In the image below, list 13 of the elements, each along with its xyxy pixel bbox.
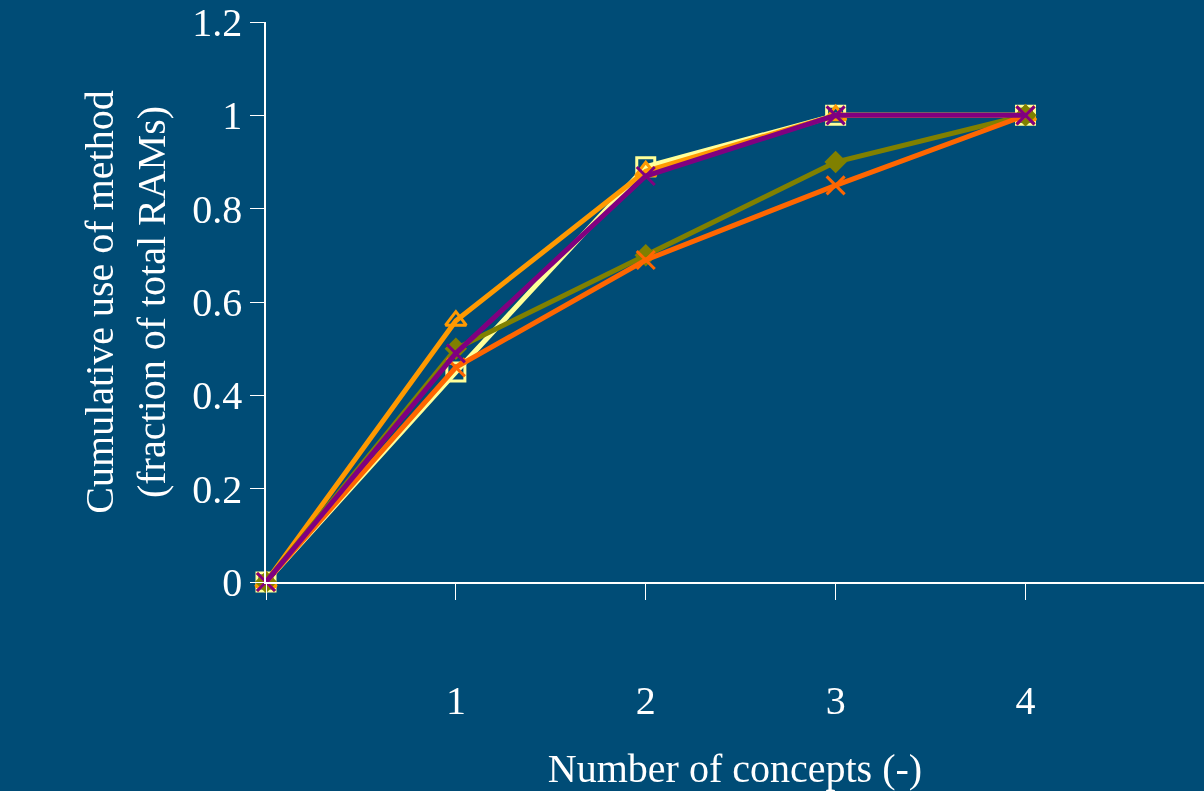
y-tick-label: 0.2 — [192, 466, 243, 512]
x-tick-label: 3 — [825, 677, 846, 723]
y-tick-label: 0.8 — [192, 186, 243, 232]
y-tick-label: 0 — [222, 560, 243, 605]
y-tick-label: 1.2 — [192, 0, 243, 45]
y-axis-title: Cumulative use of method (fraction of total RAMs) — [77, 90, 175, 514]
y-tick-label: 1 — [222, 93, 243, 139]
x-tick-label: 1 — [445, 677, 466, 723]
x-tick-label: 4 — [1015, 677, 1036, 723]
y-tick-label: 0.4 — [192, 373, 243, 419]
y-tick-label: 0.6 — [192, 280, 243, 325]
x-axis-title: Number of concepts (-) — [547, 746, 923, 791]
x-tick-label: 2 — [635, 677, 656, 723]
